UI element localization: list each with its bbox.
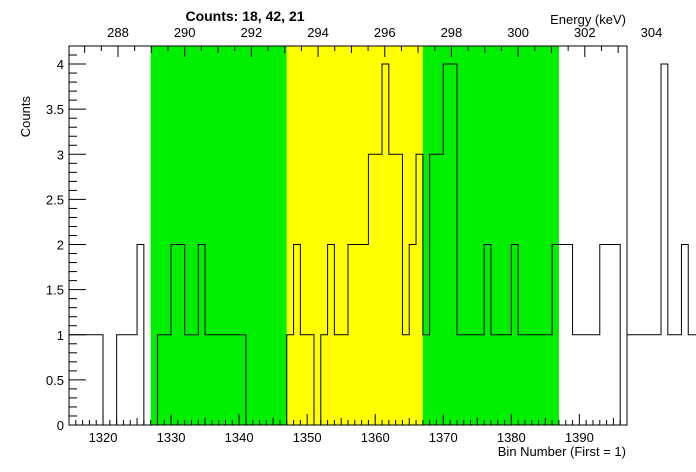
- y-axis-ticks: 0 0.5 1 1.5 2 2.5 3 3.5 4: [46, 45, 86, 433]
- energy-axis-label: Energy (keV): [550, 12, 626, 27]
- energy-tick-label: 290: [174, 25, 196, 40]
- y-tick-label: 1: [57, 328, 64, 343]
- energy-tick-label: 292: [241, 25, 263, 40]
- chart-title: Counts: 18, 42, 21: [185, 8, 304, 24]
- x-axis-ticks: 1320 1330 1340 1350 1360 1370 1380 1390: [68, 414, 628, 445]
- y-tick-label: 3.5: [46, 102, 64, 117]
- x-axis-label: Bin Number (First = 1): [498, 444, 626, 459]
- y-tick-label: 0: [57, 418, 64, 433]
- x-tick-label: 1380: [497, 430, 526, 445]
- energy-tick-label: 300: [507, 25, 529, 40]
- x-tick-label: 1340: [225, 430, 254, 445]
- x-tick-label: 1390: [565, 430, 594, 445]
- x-tick-label: 1320: [89, 430, 118, 445]
- energy-tick-label: 304: [641, 25, 663, 40]
- energy-tick-label: 302: [574, 25, 596, 40]
- y-tick-label: 3: [57, 147, 64, 162]
- histogram-line: [69, 63, 696, 426]
- histogram-series: [69, 63, 696, 426]
- energy-axis-ticks: 288 290 292 294 296 298 300 302 304: [84, 25, 663, 57]
- energy-tick-label: 296: [374, 25, 396, 40]
- energy-tick-label: 288: [107, 25, 129, 40]
- y-tick-label: 1.5: [46, 283, 64, 298]
- x-tick-label: 1350: [293, 430, 322, 445]
- x-tick-label: 1330: [157, 430, 186, 445]
- y-tick-label: 0.5: [46, 373, 64, 388]
- y-tick-label: 4: [57, 57, 64, 72]
- region-left-background: [150, 46, 287, 425]
- energy-tick-label: 294: [307, 25, 329, 40]
- x-tick-label: 1370: [429, 430, 458, 445]
- energy-tick-label: 298: [441, 25, 463, 40]
- y-tick-label: 2.5: [46, 192, 64, 207]
- y-tick-label: 2: [57, 238, 64, 253]
- y-axis-label: Counts: [18, 96, 33, 138]
- x-tick-label: 1360: [361, 430, 390, 445]
- region-bands: [150, 46, 559, 425]
- region-right-background: [422, 46, 559, 425]
- region-peak: [286, 46, 423, 425]
